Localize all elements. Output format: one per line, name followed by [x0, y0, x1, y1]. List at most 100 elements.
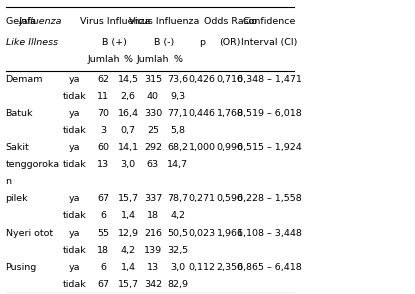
Text: tenggoroka: tenggoroka — [5, 161, 60, 169]
Text: 12,9: 12,9 — [117, 228, 139, 238]
Text: Virus Influenza: Virus Influenza — [129, 17, 199, 26]
Text: Gejala: Gejala — [5, 17, 39, 26]
Text: 0,426: 0,426 — [189, 75, 216, 84]
Text: 0,519 – 6,018: 0,519 – 6,018 — [237, 109, 302, 118]
Text: 13: 13 — [147, 263, 159, 272]
Text: 14,1: 14,1 — [117, 143, 139, 152]
Text: 0,865 – 6,418: 0,865 – 6,418 — [237, 263, 302, 272]
Text: 0,996: 0,996 — [217, 143, 244, 152]
Text: %: % — [124, 55, 133, 64]
Text: 62: 62 — [98, 75, 110, 84]
Text: 139: 139 — [144, 245, 162, 255]
Text: 1,4: 1,4 — [121, 211, 136, 220]
Text: Interval (CI): Interval (CI) — [241, 38, 298, 47]
Text: 0,348 – 1,471: 0,348 – 1,471 — [237, 75, 302, 84]
Text: ya: ya — [69, 228, 81, 238]
Text: Batuk: Batuk — [5, 109, 33, 118]
Text: 0,023: 0,023 — [189, 228, 216, 238]
Text: ya: ya — [69, 143, 81, 152]
Text: 67: 67 — [98, 280, 110, 289]
Text: Virus Influenza: Virus Influenza — [80, 17, 150, 26]
Text: 1,966: 1,966 — [217, 228, 244, 238]
Text: ya: ya — [69, 263, 81, 272]
Text: Jumlah: Jumlah — [137, 55, 169, 64]
Text: pilek: pilek — [5, 194, 28, 203]
Text: 4,2: 4,2 — [121, 245, 136, 255]
Text: Like Illness: Like Illness — [5, 38, 58, 47]
Text: 3,0: 3,0 — [121, 161, 136, 169]
Text: 70: 70 — [98, 109, 110, 118]
Text: 292: 292 — [144, 143, 162, 152]
Text: 0,271: 0,271 — [189, 194, 216, 203]
Text: Jumlah: Jumlah — [87, 55, 120, 64]
Text: 18: 18 — [98, 245, 110, 255]
Text: tidak: tidak — [63, 161, 86, 169]
Text: tidak: tidak — [63, 211, 86, 220]
Text: 14,5: 14,5 — [117, 75, 139, 84]
Text: 68,2: 68,2 — [167, 143, 188, 152]
Text: 77,1: 77,1 — [167, 109, 188, 118]
Text: 25: 25 — [147, 126, 159, 135]
Text: 14,7: 14,7 — [167, 161, 188, 169]
Text: 15,7: 15,7 — [117, 280, 139, 289]
Text: 15,7: 15,7 — [117, 194, 139, 203]
Text: Sakit: Sakit — [5, 143, 29, 152]
Text: 11: 11 — [98, 92, 110, 101]
Text: 0,7: 0,7 — [121, 126, 136, 135]
Text: 4,2: 4,2 — [170, 211, 185, 220]
Text: 1,000: 1,000 — [189, 143, 216, 152]
Text: 330: 330 — [144, 109, 162, 118]
Text: tidak: tidak — [63, 92, 86, 101]
Text: 73,6: 73,6 — [167, 75, 188, 84]
Text: 5,8: 5,8 — [170, 126, 185, 135]
Text: B (+): B (+) — [103, 38, 127, 47]
Text: 342: 342 — [144, 280, 162, 289]
Text: 67: 67 — [98, 194, 110, 203]
Text: tidak: tidak — [63, 126, 86, 135]
Text: 0,515 – 1,924: 0,515 – 1,924 — [237, 143, 302, 152]
Text: 0,596: 0,596 — [217, 194, 244, 203]
Text: Pusing: Pusing — [5, 263, 37, 272]
Text: 2,356: 2,356 — [217, 263, 244, 272]
Text: 60: 60 — [98, 143, 110, 152]
Text: 18: 18 — [147, 211, 159, 220]
Text: %: % — [173, 55, 182, 64]
Text: tidak: tidak — [63, 280, 86, 289]
Text: 6: 6 — [100, 263, 106, 272]
Text: 13: 13 — [98, 161, 110, 169]
Text: ya: ya — [69, 75, 81, 84]
Text: 0,228 – 1,558: 0,228 – 1,558 — [237, 194, 302, 203]
Text: 63: 63 — [147, 161, 159, 169]
Text: 1,4: 1,4 — [121, 263, 136, 272]
Text: 315: 315 — [144, 75, 162, 84]
Text: ya: ya — [69, 109, 81, 118]
Text: 78,7: 78,7 — [167, 194, 188, 203]
Text: 3,0: 3,0 — [170, 263, 185, 272]
Text: n: n — [5, 178, 12, 186]
Text: 2,6: 2,6 — [121, 92, 136, 101]
Text: Nyeri otot: Nyeri otot — [5, 228, 53, 238]
Text: 0,112: 0,112 — [189, 263, 216, 272]
Text: 6: 6 — [100, 211, 106, 220]
Text: Demam: Demam — [5, 75, 43, 84]
Text: 0,716: 0,716 — [217, 75, 244, 84]
Text: ya: ya — [69, 194, 81, 203]
Text: (OR): (OR) — [220, 38, 241, 47]
Text: Confidence: Confidence — [243, 17, 296, 26]
Text: 50,5: 50,5 — [167, 228, 188, 238]
Text: Influenza: Influenza — [19, 17, 62, 26]
Text: p: p — [199, 38, 205, 47]
Text: 0,446: 0,446 — [189, 109, 216, 118]
Text: 82,9: 82,9 — [167, 280, 188, 289]
Text: 216: 216 — [144, 228, 162, 238]
Text: tidak: tidak — [63, 245, 86, 255]
Text: 32,5: 32,5 — [167, 245, 188, 255]
Text: 3: 3 — [100, 126, 107, 135]
Text: 1,768: 1,768 — [217, 109, 244, 118]
Text: 16,4: 16,4 — [117, 109, 139, 118]
Text: 55: 55 — [98, 228, 110, 238]
Text: B (-): B (-) — [154, 38, 174, 47]
Text: 337: 337 — [144, 194, 162, 203]
Text: 9,3: 9,3 — [170, 92, 185, 101]
Text: 40: 40 — [147, 92, 159, 101]
